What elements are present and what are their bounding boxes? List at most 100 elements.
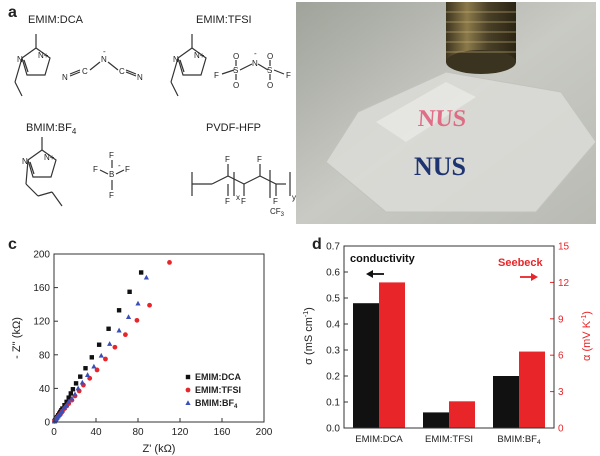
atom-s-tfsi-2: S: [267, 66, 272, 75]
d-ytick-right-label: 9: [558, 314, 564, 325]
c-point-triangle: [61, 404, 68, 410]
c-ytick-label: 80: [39, 350, 51, 361]
c-point-triangle: [91, 363, 97, 369]
atom-x: x: [236, 193, 240, 202]
c-point-circle: [103, 356, 108, 362]
d-ylabel-left: σ (mS cm-1): [303, 307, 315, 365]
c-point-circle: [147, 302, 152, 308]
d-arrow-right: [520, 273, 538, 281]
c-legend-label-text: EMIM:DCA: [195, 372, 241, 382]
d-ylabel-left-sup: -1: [303, 311, 310, 317]
c-points: [51, 260, 172, 424]
molecule-name-emim-tfsi: EMIM:TFSI: [196, 14, 252, 26]
d-category-label-text: EMIM:DCA: [355, 434, 403, 445]
atom-f-b-4: F: [109, 191, 114, 200]
c-point-circle: [112, 344, 118, 350]
c-legend-marker-triangle: [185, 400, 191, 405]
molecule-name-emim-dca: EMIM:DCA: [28, 14, 83, 26]
c-point-square: [66, 395, 71, 400]
d-bar-seebeck: [449, 401, 475, 428]
c-point-circle: [134, 317, 140, 323]
c-point-circle: [123, 332, 128, 338]
atom-n-3: N+: [194, 51, 205, 60]
c-xtick-label: 160: [214, 427, 231, 438]
cf3-sub: 3: [281, 212, 285, 218]
panel-a-structures: N+ N N C N - C N N+ N F S O O N - S O O …: [14, 34, 296, 218]
atom-f-p-1: F: [225, 155, 230, 164]
atom-f-b-2: F: [125, 165, 130, 174]
emim-ring-2: [177, 47, 207, 76]
atom-f-p-3: F: [241, 197, 246, 206]
c-xtick-label: 0: [51, 427, 57, 438]
c-plot-frame: [53, 253, 265, 423]
c-point-circle: [87, 375, 93, 381]
d-category-label-text: BMIM:BF: [497, 434, 537, 445]
photo-svg: [296, 2, 596, 224]
c-xtick-label: 80: [132, 427, 144, 438]
c-point-square: [116, 308, 122, 313]
atom-y: y: [292, 193, 296, 202]
molecule-name-pvdf-hfp: PVDF-HFP: [206, 122, 261, 134]
d-ytick-left-label: 0.3: [326, 346, 340, 357]
c-point-triangle: [72, 391, 78, 397]
atom-f-b-1: F: [93, 165, 98, 174]
d-bars: EMIM:DCA EMIM:TFSI BMIM:BF4: [353, 282, 545, 446]
c-legend-marker-circle: [185, 387, 191, 393]
c-legend-label-sub: 4: [234, 404, 238, 410]
d-category-label: EMIM:DCA: [355, 434, 403, 445]
d-category-label-text: EMIM:TFSI: [425, 434, 473, 445]
c-legend-label: BMIM:BF4: [195, 398, 238, 410]
d-ytick-left-label: 0.2: [326, 372, 340, 383]
c-point-square: [73, 381, 79, 386]
c-point-square: [106, 326, 111, 331]
d-ytick-left-label: 0.6: [326, 268, 340, 279]
c-legend-marker-square: [185, 374, 191, 380]
c-ytick-label: 200: [33, 250, 50, 261]
c-point-triangle: [116, 327, 122, 333]
atom-f-p-4: F: [257, 155, 262, 164]
c-point-triangle: [85, 372, 91, 377]
d-bar-conductivity: [353, 303, 379, 428]
c-ytick-label: 160: [33, 283, 50, 294]
c-point-square: [96, 342, 102, 347]
c-point-square: [78, 374, 83, 379]
c-point-square: [64, 399, 69, 405]
d-bar-seebeck: [519, 351, 545, 428]
d-arrow-left: [366, 270, 384, 278]
atom-s-tfsi-1: S: [233, 66, 238, 75]
d-category-label: BMIM:BF4: [497, 434, 541, 446]
d-ylabel-right-text: α (mV K: [581, 320, 593, 361]
c-point-triangle: [64, 402, 70, 408]
d-ytick-left-label: 0.0: [326, 424, 340, 435]
atom-n-dca-2: N: [101, 55, 107, 64]
atom-o-tfsi-1: O: [233, 52, 239, 61]
d-annotation-seebeck: Seebeck: [498, 257, 544, 269]
c-ytick-label: 40: [39, 384, 51, 395]
c-point-square: [138, 270, 144, 275]
c-point-circle: [167, 260, 172, 265]
atom-b: B: [109, 170, 114, 179]
atom-n-5: N+: [44, 153, 55, 162]
c-point-triangle: [66, 399, 72, 404]
c-ytick-label: 120: [33, 317, 50, 328]
cf3-text: CF: [270, 207, 281, 216]
d-category-label: EMIM:TFSI: [425, 434, 473, 445]
atom-n-4: N: [173, 55, 179, 64]
d-ytick-left-label: 0.5: [326, 294, 340, 305]
c-point-triangle: [59, 407, 65, 413]
d-category-label-sub: 4: [537, 439, 541, 446]
photo-text-blue: NUS: [414, 152, 467, 181]
d-ytick-left-label: 0.7: [326, 242, 340, 253]
c-point-triangle: [79, 379, 85, 385]
c-point-square: [127, 289, 132, 294]
d-ytick-right-label: 12: [558, 278, 570, 289]
c-point-triangle: [98, 352, 104, 358]
c-point-triangle: [135, 300, 141, 306]
atom-n-1: N+: [38, 51, 49, 60]
c-point-triangle: [75, 385, 81, 391]
d-ytick-right-label: 0: [558, 424, 564, 435]
c-xtick-label: 40: [90, 427, 102, 438]
atom-minus-dca: -: [103, 47, 106, 56]
bmim-bf-sub: 4: [71, 127, 77, 137]
atom-f-tfsi-1: F: [214, 71, 219, 80]
